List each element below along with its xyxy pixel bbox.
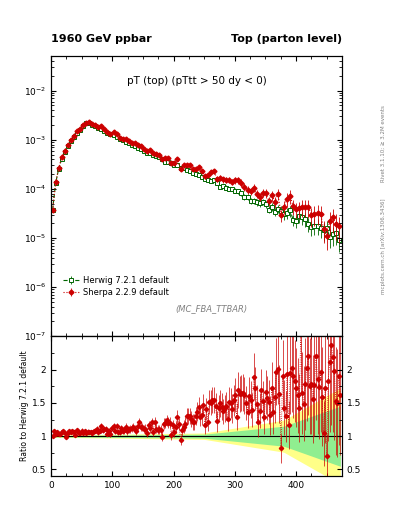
- Text: Top (parton level): Top (parton level): [231, 33, 342, 44]
- Text: pT (top) (pTtt > 50 dy < 0): pT (top) (pTtt > 50 dy < 0): [127, 76, 266, 86]
- Legend: Herwig 7.2.1 default, Sherpa 2.2.9 default: Herwig 7.2.1 default, Sherpa 2.2.9 defau…: [61, 274, 170, 298]
- Text: mcplots.cern.ch [arXiv:1306.3436]: mcplots.cern.ch [arXiv:1306.3436]: [381, 198, 386, 293]
- Y-axis label: Ratio to Herwig 7.2.1 default: Ratio to Herwig 7.2.1 default: [20, 351, 29, 461]
- Text: (MC_FBA_TTBAR): (MC_FBA_TTBAR): [175, 304, 247, 313]
- Text: Rivet 3.1.10; ≥ 3.2M events: Rivet 3.1.10; ≥ 3.2M events: [381, 105, 386, 182]
- Text: 1960 GeV ppbar: 1960 GeV ppbar: [51, 33, 152, 44]
